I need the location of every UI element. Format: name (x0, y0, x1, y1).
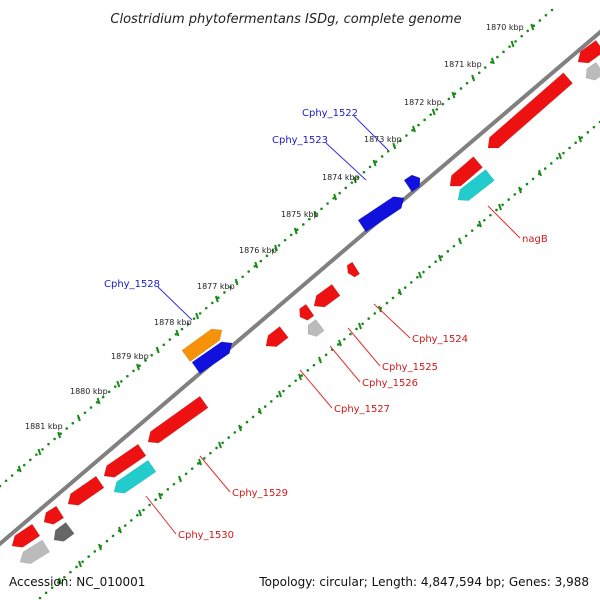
leader-line-cphy_1522 (353, 115, 389, 151)
leader-line-nagb (487, 205, 521, 239)
gene-label-cphy_1525: Cphy_1525 (382, 362, 438, 373)
ruler-label-0: 1870 kbp (486, 23, 524, 32)
ruler-label-10: 1880 kbp (70, 387, 108, 396)
ruler-label-11: 1881 kbp (25, 422, 63, 431)
leader-line-cphy_1530 (145, 495, 177, 535)
gene-cphy-1528-arrow (181, 328, 223, 363)
gene-red-arrow (67, 475, 105, 506)
gene-cphy-1523-arrow (357, 196, 405, 233)
gene-label-cphy_1524: Cphy_1524 (412, 334, 468, 345)
gene-red-arrow (11, 523, 41, 548)
leader-line-cphy_1523 (325, 142, 367, 181)
leader-line-cphy_1527 (299, 369, 333, 409)
genome-backbone (0, 29, 600, 547)
inner-ticks (58, 135, 582, 585)
gene-features (11, 39, 600, 565)
leader-line-cphy_1524 (373, 303, 411, 339)
gene-red-arrow (299, 303, 315, 321)
gene-darkgray-arrow (53, 522, 75, 542)
ruler-label-4: 1874 kbp (322, 173, 360, 182)
label-leader-lines (145, 115, 521, 535)
ruler-labels: 1870 kbp 1871 kbp 1872 kbp 1873 kbp 1874 kbp… (25, 23, 524, 431)
gene-label-cphy_1528: Cphy_1528 (104, 279, 160, 290)
backbone-line (0, 29, 600, 547)
ruler-label-9: 1879 kbp (111, 352, 149, 361)
ruler-label-8: 1878 kbp (154, 318, 192, 327)
ruler-label-6: 1876 kbp (239, 246, 277, 255)
leader-line-cphy_1528 (157, 286, 193, 321)
ruler-label-1: 1871 kbp (444, 60, 482, 69)
leader-line-cphy_1526 (329, 345, 361, 383)
gene-cphy-1526-arrow (307, 319, 325, 337)
ruler-label-3: 1873 kbp (364, 135, 402, 144)
ruler-label-7: 1877 kbp (197, 282, 235, 291)
gene-red-arrow (577, 39, 600, 64)
gene-cphy-1524-arrow (346, 261, 361, 278)
gene-red-arrow (43, 505, 65, 525)
gene-nagb-arrow (457, 169, 495, 201)
outer-ticks (17, 23, 535, 473)
gene-red-arrow (103, 443, 147, 478)
gene-blue-1529-arrow (191, 341, 233, 375)
gene-label-cphy_1529: Cphy_1529 (232, 488, 288, 499)
gene-cphy-1530-arrow (113, 459, 157, 494)
dotted-ruler-lines (0, 8, 600, 600)
map-title: Clostridium phytofermentans ISDg, comple… (110, 12, 461, 27)
accession-text: Accession: NC_010001 (9, 575, 145, 589)
gene-label-cphy_1530: Cphy_1530 (178, 530, 234, 541)
gene-gray-arrow (19, 539, 51, 565)
gene-cphy-1525-arrow (313, 283, 341, 308)
gene-red-arrow (147, 395, 209, 444)
ruler-label-5: 1875 kbp (281, 210, 319, 219)
gene-label-cphy_1522: Cphy_1522 (302, 108, 358, 119)
ruler-label-2: 1872 kbp (404, 98, 442, 107)
gene-label-cphy_1523: Cphy_1523 (272, 135, 328, 146)
gene-red-arrow (449, 156, 483, 187)
gene-cphy-1527-arrow (265, 326, 289, 347)
gene-label-cphy_1527: Cphy_1527 (334, 404, 390, 415)
gene-red-arrow (487, 72, 573, 149)
gene-label-cphy_1526: Cphy_1526 (362, 378, 418, 389)
leader-line-cphy_1525 (347, 327, 381, 367)
leader-line-cphy_1529 (199, 455, 231, 493)
gene-label-nagb: nagB (522, 234, 548, 245)
gene-cphy-1522-arrow (403, 174, 421, 193)
genome-summary-text: Topology: circular; Length: 4,847,594 bp… (258, 575, 589, 589)
gene-labels: Cphy_1522 Cphy_1523 Cphy_1528 nagB Cphy_1524… (104, 108, 548, 541)
gene-gray-arrow (585, 61, 600, 81)
